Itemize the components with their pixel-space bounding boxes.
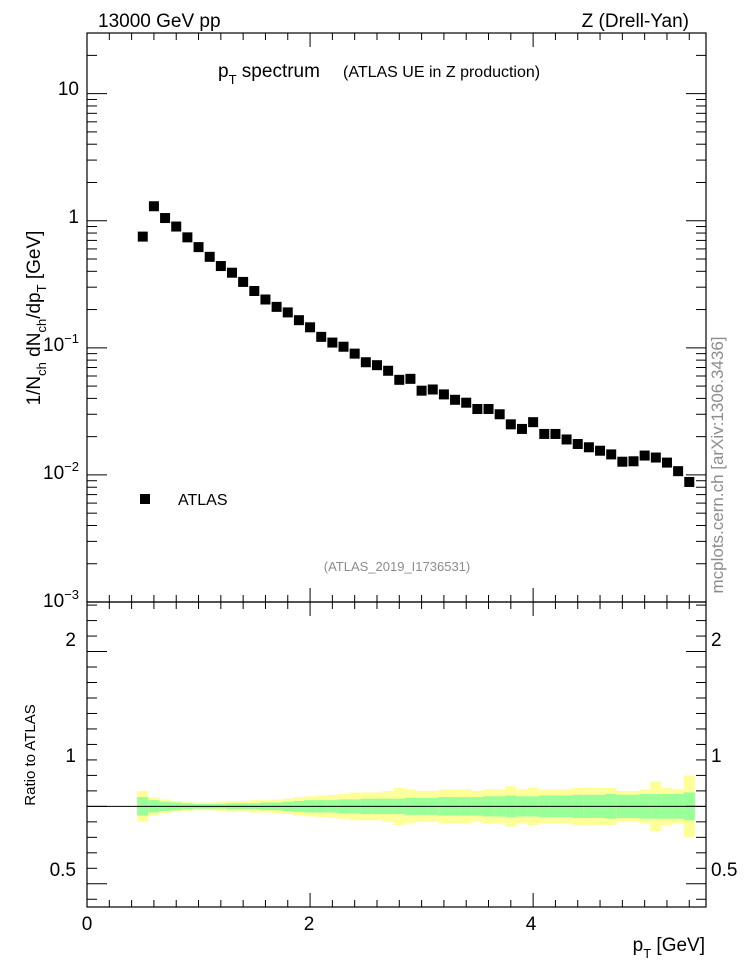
data-point: [650, 452, 661, 463]
data-point: [617, 456, 628, 467]
plot-title-p: p: [218, 61, 229, 82]
x-axis-label: pT [GeV]: [633, 935, 705, 961]
data-point: [226, 267, 237, 278]
data-point: [528, 417, 539, 428]
data-point: [673, 466, 684, 477]
x-tick-label-2: 2: [304, 914, 315, 935]
main-plot-panel: pT spectrum (ATLAS UE in Z production) 1…: [24, 32, 707, 612]
data-point: [171, 221, 182, 232]
data-point: [516, 423, 527, 434]
ratio-y-tick-label-1-left: 1: [65, 746, 76, 767]
main-data-points: [137, 201, 695, 487]
data-point: [371, 360, 382, 371]
data-point: [427, 384, 438, 395]
analysis-watermark: (ATLAS_2019_I1736531): [324, 559, 470, 574]
y-tick-label-1: 1: [68, 207, 79, 228]
ratio-plot-panel: Ratio to ATLAS 2 1 0.5 2 1 0.5 0 2 4 pT …: [22, 601, 737, 961]
data-point: [595, 445, 606, 456]
x-axis-label-p: p: [633, 935, 644, 956]
data-point: [550, 428, 561, 439]
header-collision-label: 13000 GeV pp: [98, 11, 221, 32]
data-point: [305, 322, 316, 333]
y-tick-label-0.001: 10−3: [43, 587, 79, 612]
data-point: [204, 251, 215, 262]
x-axis-label-subscript: T: [643, 946, 651, 961]
x-tick-label-0: 0: [82, 914, 93, 935]
data-point: [494, 409, 505, 420]
data-point: [282, 307, 293, 318]
x-axis-label-rest: [GeV]: [651, 935, 705, 956]
y-tick-label-0.1: 10−1: [43, 331, 79, 356]
data-point: [193, 242, 204, 253]
ratio-y-axis-label: Ratio to ATLAS: [22, 704, 39, 805]
data-point: [137, 231, 148, 242]
ratio-y-tick-label-2-right: 2: [711, 630, 722, 651]
data-point: [461, 397, 472, 408]
data-point: [572, 439, 583, 450]
data-point: [182, 232, 193, 243]
data-point: [583, 442, 594, 453]
ratio-y-tick-label-0.5-right: 0.5: [711, 860, 737, 881]
data-point: [539, 428, 550, 439]
main-plot-frame: [86, 32, 707, 603]
ratio-y-ticks: [87, 604, 706, 900]
data-point: [349, 348, 360, 359]
main-x-ticks: [86, 33, 690, 602]
data-point: [450, 394, 461, 405]
data-point: [394, 374, 405, 385]
y-tick-label-10: 10: [58, 79, 79, 100]
svg-text:1/Nch dNch/dpT [GeV]: 1/Nch dNch/dpT [GeV]: [24, 231, 49, 406]
data-point: [148, 201, 159, 212]
plot-title-rest: spectrum: [237, 61, 320, 82]
data-point: [416, 385, 427, 396]
data-point: [438, 389, 449, 400]
main-y-ticks: [87, 32, 706, 603]
data-point: [606, 449, 617, 460]
plot-title-subscript: T: [229, 72, 237, 87]
data-point: [684, 476, 695, 487]
y-tick-label-0.01: 10−2: [43, 459, 79, 484]
data-point: [327, 337, 338, 348]
data-point: [271, 301, 282, 312]
data-point: [628, 456, 639, 467]
data-point: [472, 404, 483, 415]
data-point: [561, 434, 572, 445]
side-source-label: mcplots.cern.ch [arXiv:1306.3436]: [708, 336, 727, 593]
data-point: [249, 285, 260, 296]
data-point: [360, 357, 371, 368]
ratio-y-tick-label-0.5-left: 0.5: [50, 860, 76, 881]
data-point: [483, 404, 494, 415]
ratio-y-tick-label-1-right: 1: [711, 746, 722, 767]
data-point: [661, 457, 672, 468]
data-point: [405, 373, 416, 384]
plot-subtitle: (ATLAS UE in Z production): [343, 64, 540, 81]
data-point: [338, 341, 349, 352]
ratio-y-tick-label-2-left: 2: [65, 630, 76, 651]
legend-label-atlas: ATLAS: [178, 492, 228, 509]
data-point: [383, 365, 394, 376]
data-point: [260, 294, 271, 305]
main-y-axis-label: 1/Nch dNch/dpT [GeV]: [24, 231, 49, 406]
legend-marker-atlas: [140, 494, 150, 504]
data-point: [215, 261, 226, 272]
ratio-plot-frame: [86, 601, 707, 908]
ratio-x-ticks: [86, 602, 690, 907]
x-tick-label-4: 4: [526, 914, 537, 935]
data-point: [505, 419, 516, 430]
data-point: [316, 331, 327, 342]
header-process-label: Z (Drell-Yan): [582, 11, 689, 32]
plot-title: pT spectrum: [218, 61, 320, 87]
data-point: [639, 450, 650, 461]
data-point: [293, 315, 304, 326]
data-point: [160, 213, 171, 224]
data-point: [238, 276, 249, 287]
